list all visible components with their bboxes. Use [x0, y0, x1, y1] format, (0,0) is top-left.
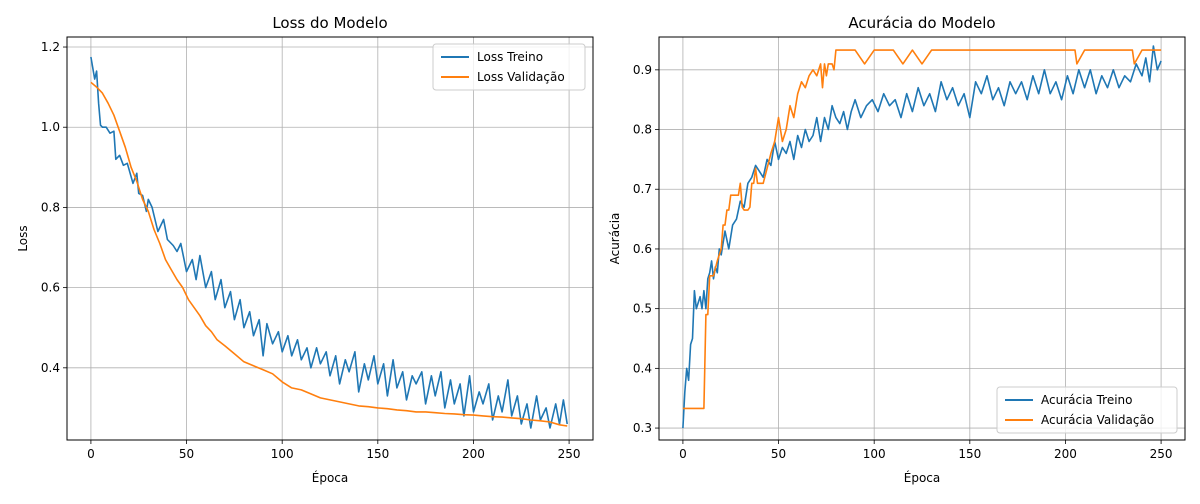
accuracy-train-line: [682, 45, 1162, 429]
accuracy-y-tick-label: 0.3: [633, 421, 652, 435]
loss-y-tick-label: 0.8: [41, 200, 60, 214]
loss-x-tick-label: 200: [462, 447, 485, 461]
loss-x-tick-label: 150: [366, 447, 389, 461]
loss-ticks: 0 50 100 150 200 250 0.4 0.6 0.8 1.0 1.2: [41, 40, 581, 461]
accuracy-plot-frame: [658, 36, 1186, 441]
loss-legend-label-val: Loss Validação: [477, 70, 565, 84]
loss-legend-label-train: Loss Treino: [477, 50, 543, 64]
loss-x-tick-label: 0: [87, 447, 95, 461]
accuracy-x-tick-label: 0: [679, 447, 687, 461]
accuracy-y-tick-label: 0.6: [633, 242, 652, 256]
loss-title: Loss do Modelo: [272, 14, 387, 32]
accuracy-series: [682, 45, 1162, 429]
accuracy-chart: 0 50 100 150 200 250 0.3 0.4 0.5 0.6 0.7 0.8 0.9 Acu…: [608, 14, 1186, 485]
loss-validation-line: [90, 81, 568, 427]
accuracy-x-tick-label: 50: [771, 447, 786, 461]
loss-grid: [67, 37, 593, 440]
loss-train-line: [90, 56, 568, 429]
loss-x-tick-label: 100: [271, 447, 294, 461]
loss-x-tick-label: 250: [558, 447, 581, 461]
accuracy-y-tick-label: 0.5: [633, 302, 652, 316]
loss-y-tick-label: 0.6: [41, 281, 60, 295]
loss-legend-box: [432, 43, 586, 91]
accuracy-x-tick-label: 100: [863, 447, 886, 461]
loss-legend: Loss Treino Loss Validação: [432, 43, 586, 91]
accuracy-y-tick-label: 0.4: [633, 361, 652, 375]
loss-y-tick-label: 0.4: [41, 361, 60, 375]
accuracy-x-tick-label: 150: [958, 447, 981, 461]
accuracy-legend-label-val: Acurácia Validação: [1041, 413, 1154, 427]
accuracy-legend-label-train: Acurácia Treino: [1041, 393, 1133, 407]
loss-y-axis-label: Loss: [16, 225, 30, 251]
loss-y-tick-label: 1.2: [41, 40, 60, 54]
accuracy-title: Acurácia do Modelo: [848, 14, 995, 32]
accuracy-y-tick-label: 0.8: [633, 123, 652, 137]
accuracy-x-tick-label: 250: [1150, 447, 1173, 461]
accuracy-y-tick-label: 0.7: [633, 182, 652, 196]
accuracy-ticks: 0 50 100 150 200 250 0.3 0.4 0.5 0.6 0.7 0.8 0.9: [633, 63, 1173, 461]
loss-x-tick-label: 50: [179, 447, 194, 461]
accuracy-y-axis-label: Acurácia: [608, 213, 622, 265]
accuracy-legend: Acurácia Treino Acurácia Validação: [996, 386, 1178, 434]
accuracy-x-tick-label: 200: [1054, 447, 1077, 461]
accuracy-validation-line: [682, 49, 1162, 410]
accuracy-legend-box: [996, 386, 1178, 434]
loss-series: [90, 56, 568, 429]
loss-y-tick-label: 1.0: [41, 120, 60, 134]
loss-x-axis-label: Época: [312, 470, 349, 485]
loss-plot-frame: [66, 36, 594, 441]
accuracy-y-tick-label: 0.9: [633, 63, 652, 77]
accuracy-x-axis-label: Época: [904, 470, 941, 485]
loss-chart: 0 50 100 150 200 250 0.4 0.6 0.8 1.0 1.2 Loss do M…: [16, 14, 594, 485]
